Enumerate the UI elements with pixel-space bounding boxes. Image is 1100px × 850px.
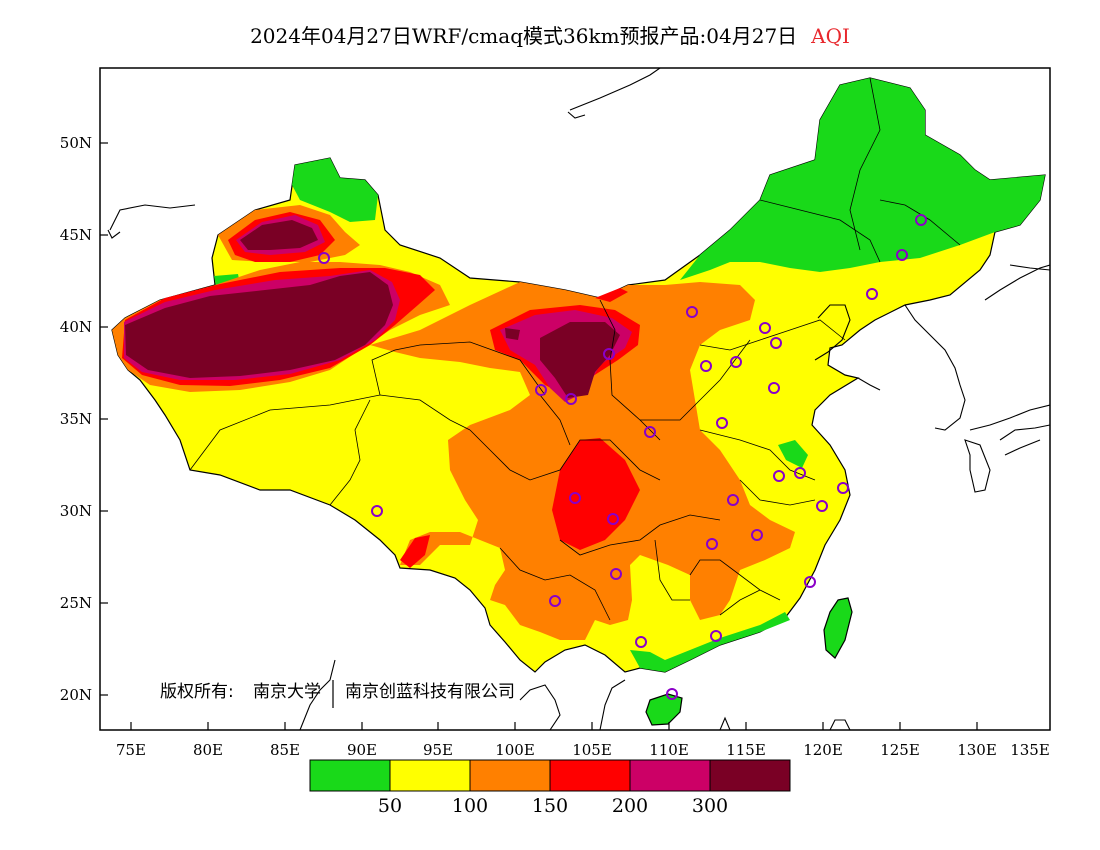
- aqi-zone-maroon-xinjiang: [125, 272, 393, 378]
- copyright-prefix: 版权所有:: [160, 682, 234, 702]
- aqi-zone-green-south: [630, 612, 790, 672]
- lon-tick-label: 90E: [347, 741, 377, 759]
- station-marker: [549, 595, 561, 607]
- coastline-details: [107, 68, 1050, 730]
- station-marker: [706, 538, 718, 550]
- longitude-axis: 75E 80E 85E 90E 95E 100E 105E 110E 115E 120E 125E 1…: [116, 722, 1050, 759]
- map-plot-area: 版权所有: 南京大学 南京创蓝科技有限公司: [100, 68, 1050, 730]
- lon-tick-label: 120E: [803, 741, 843, 759]
- station-marker: [666, 688, 678, 700]
- lat-tick-label: 45N: [60, 226, 92, 244]
- lat-tick-label: 35N: [60, 410, 92, 428]
- station-marker: [896, 249, 908, 261]
- lat-tick-label: 25N: [60, 594, 92, 612]
- aqi-zone-maroon-patch: [505, 328, 520, 340]
- lon-tick-label: 100E: [495, 741, 535, 759]
- title-main: 2024年04月27日WRF/cmaq模式36km预报产品:04月27日: [250, 24, 798, 48]
- aqi-zone-orange-jiangsu: [720, 520, 790, 552]
- station-marker: [730, 356, 742, 368]
- aqi-zone-maroon-central: [540, 322, 620, 398]
- aqi-zone-maroon-northwest: [240, 220, 318, 250]
- taiwan-island: [823, 597, 853, 659]
- aqi-colorbar: 50 100 150 200 300: [309, 759, 791, 817]
- colorbar-swatch: [709, 759, 791, 792]
- station-marker: [770, 337, 782, 349]
- station-marker: [635, 636, 647, 648]
- station-marker: [700, 360, 712, 372]
- lat-tick-label: 30N: [60, 502, 92, 520]
- station-marker: [794, 467, 806, 479]
- aqi-zone-red-north: [595, 288, 628, 302]
- station-marker: [915, 214, 927, 226]
- aqi-zone-green-northeast: [680, 78, 1045, 280]
- station-marker: [565, 393, 577, 405]
- lon-tick-label: 105E: [572, 741, 612, 759]
- station-marker: [318, 252, 330, 264]
- lon-tick-label: 135E: [1010, 741, 1050, 759]
- copyright-owner-1: 南京大学: [253, 682, 321, 702]
- aqi-zone-green-east: [778, 440, 808, 468]
- map-title: 2024年04月27日WRF/cmaq模式36km预报产品:04月27日 AQI: [0, 20, 1100, 49]
- lat-tick-label: 40N: [60, 318, 92, 336]
- station-marker: [804, 576, 816, 588]
- station-markers: [318, 214, 927, 700]
- station-marker: [607, 513, 619, 525]
- lat-tick-label: 20N: [60, 686, 92, 704]
- title-variable: AQI: [811, 24, 850, 48]
- colorbar-label: 150: [532, 795, 568, 817]
- station-marker: [686, 306, 698, 318]
- colorbar-swatch: [549, 759, 631, 792]
- station-marker: [768, 382, 780, 394]
- colorbar-label: 100: [452, 795, 488, 817]
- station-marker: [610, 568, 622, 580]
- station-marker: [644, 426, 656, 438]
- station-marker: [716, 417, 728, 429]
- map-frame: [99, 67, 1051, 731]
- lon-tick-label: 95E: [423, 741, 453, 759]
- copyright-owner-2: 南京创蓝科技有限公司: [345, 682, 515, 702]
- lon-tick-label: 125E: [880, 741, 920, 759]
- lon-tick-label: 110E: [649, 741, 689, 759]
- hainan-island: [645, 693, 683, 726]
- colorbar-label: 50: [378, 795, 402, 817]
- station-marker: [371, 505, 383, 517]
- station-marker: [751, 529, 763, 541]
- latitude-axis: 50N 45N 40N 35N 30N 25N 20N: [60, 134, 108, 704]
- colorbar-label: 300: [692, 795, 728, 817]
- lon-tick-label: 130E: [957, 741, 997, 759]
- station-marker: [773, 470, 785, 482]
- colorbar-swatch: [629, 759, 711, 792]
- copyright-block: 版权所有: 南京大学 南京创蓝科技有限公司: [160, 680, 515, 708]
- lat-tick-label: 50N: [60, 134, 92, 152]
- lon-tick-label: 115E: [726, 741, 766, 759]
- station-marker: [710, 630, 722, 642]
- lon-tick-label: 80E: [193, 741, 223, 759]
- station-marker: [837, 482, 849, 494]
- colorbar-swatch: [389, 759, 471, 792]
- station-marker: [603, 348, 615, 360]
- station-marker: [816, 500, 828, 512]
- colorbar-swatch: [309, 759, 391, 792]
- station-marker: [535, 384, 547, 396]
- colorbar-swatch: [469, 759, 551, 792]
- aqi-zone-red-tibet: [400, 535, 430, 568]
- lon-tick-label: 75E: [116, 741, 146, 759]
- colorbar-label: 200: [612, 795, 648, 817]
- lon-tick-label: 85E: [270, 741, 300, 759]
- aqi-zone-green-northwest: [292, 158, 378, 222]
- station-marker: [866, 288, 878, 300]
- station-marker: [727, 494, 739, 506]
- station-marker: [759, 322, 771, 334]
- station-marker: [569, 492, 581, 504]
